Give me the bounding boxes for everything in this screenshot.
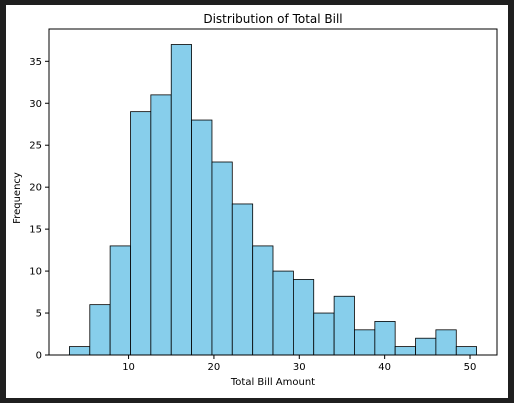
histogram-bar (191, 119, 213, 356)
x-tick-label: 20 (208, 362, 221, 373)
histogram-bar (435, 329, 457, 356)
histogram-bar (69, 346, 91, 356)
y-tick-label: 10 (29, 267, 42, 278)
chart-figure: Distribution of Total Bill 10 20 30 40 50 0 5… (6, 5, 508, 398)
bars-layer (69, 44, 477, 356)
y-axis-ticks: 0 5 10 15 20 25 30 35 (29, 57, 49, 362)
y-tick-label: 20 (29, 183, 42, 194)
x-tick-label: 10 (122, 362, 135, 373)
y-tick-label: 15 (29, 225, 42, 236)
x-tick-label: 50 (464, 362, 477, 373)
histogram-bar (109, 245, 131, 356)
histogram-chart: Distribution of Total Bill 10 20 30 40 50 0 5… (12, 12, 498, 388)
histogram-bar (231, 203, 254, 356)
y-tick-label: 35 (29, 57, 42, 68)
histogram-bar (293, 279, 315, 356)
histogram-bar (354, 329, 376, 356)
y-axis-label: Frequency (12, 172, 23, 224)
y-tick-label: 5 (36, 309, 42, 320)
chart-title: Distribution of Total Bill (203, 12, 342, 26)
y-tick-label: 30 (29, 99, 42, 110)
histogram-bar (374, 321, 396, 356)
histogram-bar (150, 94, 172, 356)
histogram-bar (252, 245, 274, 356)
histogram-bar (89, 304, 111, 356)
x-axis-ticks: 10 20 30 40 50 (122, 355, 476, 373)
histogram-bar (313, 312, 335, 356)
histogram-bar (394, 346, 416, 356)
histogram-bar (170, 44, 192, 356)
x-axis-label: Total Bill Amount (230, 377, 315, 388)
histogram-bar (272, 270, 294, 356)
y-tick-label: 25 (29, 141, 42, 152)
x-tick-label: 30 (293, 362, 306, 373)
histogram-bar (333, 295, 355, 356)
histogram-bar (415, 337, 437, 356)
histogram-bar (455, 346, 477, 356)
x-tick-label: 40 (378, 362, 391, 373)
histogram-bar (130, 111, 152, 356)
plot-area-frame (48, 28, 498, 356)
histogram-bar (211, 161, 233, 356)
y-tick-label: 0 (36, 351, 42, 362)
